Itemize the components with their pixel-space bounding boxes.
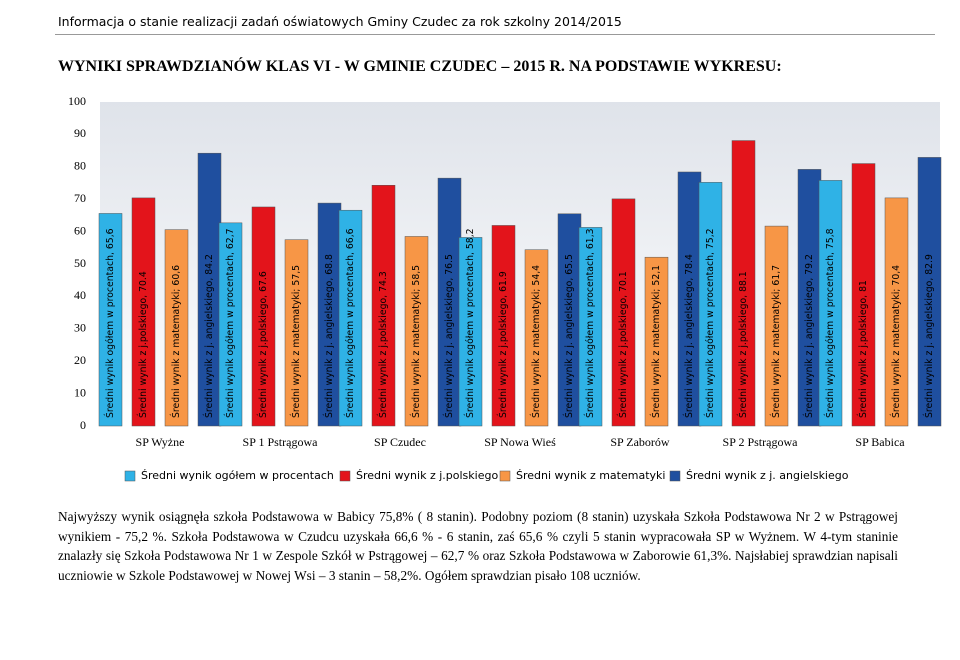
bar	[164, 229, 189, 427]
bar	[917, 157, 942, 427]
bar	[611, 198, 636, 427]
bar	[764, 225, 789, 427]
bar	[371, 185, 396, 427]
data-label: Średni wynik z j.polskiego, 70.1	[617, 271, 629, 418]
data-label: Średni wynik z matematyki; 60,6	[170, 265, 182, 418]
data-label: Średni wynik z j.polskiego, 67.6	[257, 271, 269, 418]
data-label: Średni wynik z j. angielskiego, 82.9	[923, 254, 935, 418]
data-label: Średni wynik z j.polskiego, 61.9	[497, 271, 509, 418]
data-label: Średni wynik z j.polskiego, 74.3	[377, 271, 389, 418]
legend-label: Średni wynik z j. angielskiego	[686, 469, 849, 482]
y-tick-label: 60	[74, 223, 86, 237]
chart: 0 10 20 30 40 50 60 70 80 90 100 SP Wyżne Średni wyn…	[68, 94, 942, 482]
bar	[284, 239, 309, 427]
bar	[818, 180, 843, 427]
x-tick-label: SP 2 Pstrągowa	[723, 435, 799, 449]
data-label: Średni wynik z j. angielskiego, 76.5	[443, 254, 455, 418]
heading: WYNIKI SPRAWDZIANÓW KLAS VI - W GMINIE C…	[58, 58, 782, 75]
bar	[338, 209, 363, 427]
bar	[491, 225, 516, 427]
bar	[251, 206, 276, 427]
data-label: Średni wynik z j. angielskiego, 68.8	[323, 254, 335, 418]
legend-label: Średni wynik ogółem w procentach	[141, 469, 334, 482]
y-tick-label: 30	[74, 321, 86, 335]
summary-paragraph: Najwyższy wynik osiągnęła szkoła Podstaw…	[58, 509, 898, 583]
legend-swatch	[499, 470, 511, 482]
y-tick-label: 50	[74, 256, 86, 270]
bar	[524, 249, 549, 427]
data-label: Średni wynik ogółem w procentach, 75,2	[704, 228, 716, 418]
page-header: Informacja o stanie realizacji zadań ośw…	[58, 14, 622, 29]
data-label: Średni wynik z j.polskiego, 81	[857, 280, 869, 418]
data-label: Średni wynik ogółem w procentach, 66,6	[344, 228, 356, 418]
y-tick-label: 70	[74, 191, 86, 205]
header-rule	[55, 34, 935, 35]
bar	[884, 197, 909, 427]
y-tick-label: 80	[74, 159, 86, 173]
data-label: Średni wynik ogółem w procentach, 65,6	[104, 228, 116, 418]
bar	[404, 236, 429, 427]
data-label: Średni wynik z j. angielskiego, 79.2	[803, 254, 815, 418]
data-label: Średni wynik ogółem w procentach, 61,3	[584, 228, 596, 418]
legend-label: Średni wynik z matematyki	[516, 469, 665, 482]
bar	[458, 237, 483, 427]
bar	[578, 227, 603, 427]
data-label: Średni wynik z j.polskiego, 70.4	[137, 271, 149, 418]
bar	[131, 197, 156, 427]
bar	[644, 256, 669, 427]
x-tick-label: SP Babica	[855, 435, 905, 449]
data-label: Średni wynik z matematyki; 58,5	[410, 265, 422, 418]
y-tick-label: 90	[74, 126, 86, 140]
bar	[218, 222, 243, 427]
y-tick-label: 10	[74, 385, 86, 399]
y-tick-label: 20	[74, 353, 86, 367]
bar	[698, 182, 723, 427]
data-label: Średni wynik z matematyki; 57,5	[290, 265, 302, 418]
data-label: Średni wynik z j.polskiego, 88.1	[737, 271, 749, 418]
x-tick-label: SP Czudec	[374, 435, 426, 449]
data-label: Średni wynik z j. angielskiego, 65.5	[563, 254, 575, 418]
y-tick-label: 0	[80, 418, 86, 432]
bar	[731, 140, 756, 427]
x-tick-label: SP Wyżne	[136, 435, 185, 449]
legend-swatch	[339, 470, 351, 482]
bar	[98, 213, 123, 427]
data-label: Średni wynik z j. angielskiego, 78.4	[683, 254, 695, 418]
y-tick-label: 40	[74, 288, 86, 302]
x-tick-label: SP Nowa Wieś	[484, 435, 556, 449]
data-label: Średni wynik z j. angielskiego, 84.2	[203, 254, 215, 418]
x-tick-label: SP 1 Pstrągowa	[243, 435, 319, 449]
data-label: Średni wynik z matematyki; 52,1	[650, 265, 662, 418]
data-label: Średni wynik ogółem w procentach, 62,7	[224, 228, 236, 418]
data-label: Średni wynik z matematyki; 61,7	[770, 265, 782, 418]
data-label: Średni wynik z matematyki; 54,4	[530, 265, 542, 418]
x-tick-label: SP Zaborów	[610, 435, 670, 449]
data-label: Średni wynik ogółem w procentach, 75,8	[824, 228, 836, 418]
legend-swatch	[669, 470, 681, 482]
data-label: Średni wynik z matematyki; 70,4	[890, 265, 902, 418]
data-label: Średni wynik ogółem w procentach, 58,2	[464, 228, 476, 418]
legend-swatch	[124, 470, 136, 482]
y-tick-label: 100	[68, 94, 86, 108]
bar	[851, 163, 876, 427]
legend-label: Średni wynik z j.polskiego	[356, 469, 498, 482]
